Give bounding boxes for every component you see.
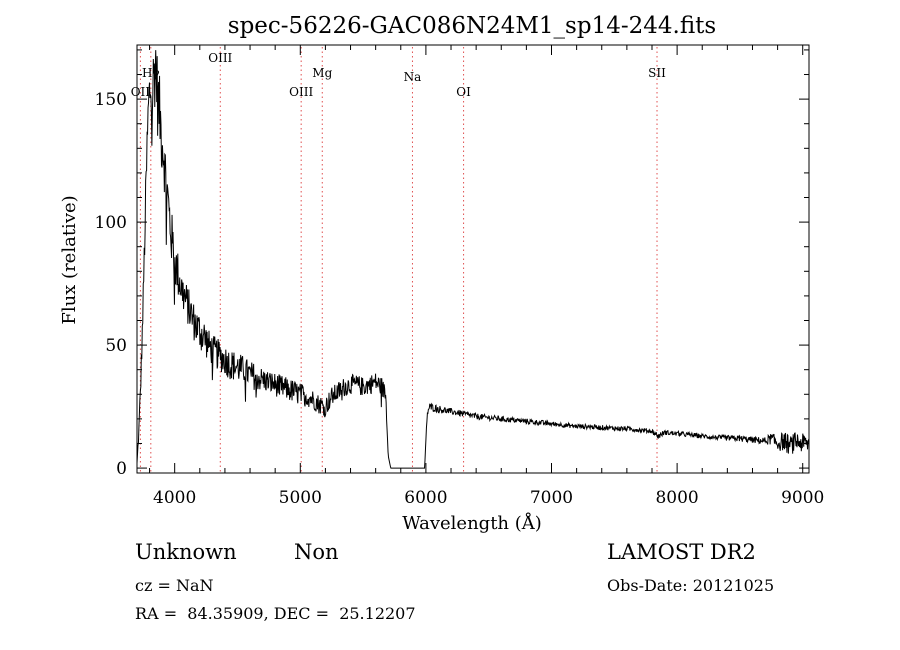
y-tick-label: 150 xyxy=(95,90,127,110)
plot-frame xyxy=(136,44,810,474)
x-axis-label: Wavelength (Å) xyxy=(402,512,542,534)
line-marker-label: SII xyxy=(648,66,666,80)
line-marker-label: OIII xyxy=(208,51,232,65)
spectrum-series xyxy=(136,50,810,469)
chart-title: spec-56226-GAC086N24M1_sp14-244.fits xyxy=(228,13,716,39)
axis-ticks xyxy=(137,45,809,473)
line-marker-label: Na xyxy=(404,70,422,84)
spectral-class: Unknown xyxy=(135,540,237,564)
y-tick-label: 0 xyxy=(116,459,127,479)
axis-tick-labels: 4000 5000 6000 7000 8000 9000 0 50 100 150 xyxy=(95,90,825,508)
y-tick-label: 100 xyxy=(95,213,127,233)
line-marker-label: OII xyxy=(131,85,151,99)
x-tick-label: 7000 xyxy=(530,488,573,508)
line-marker-label: OI xyxy=(456,85,471,99)
x-tick-label: 5000 xyxy=(279,488,322,508)
spectrum-line xyxy=(136,50,810,469)
line-marker-label: Mg xyxy=(312,66,332,80)
x-tick-label: 4000 xyxy=(153,488,196,508)
x-tick-label: 6000 xyxy=(404,488,447,508)
y-tick-label: 50 xyxy=(105,336,127,356)
x-tick-label: 9000 xyxy=(781,488,824,508)
spectral-subclass: Non xyxy=(294,540,339,564)
redshift-readout: cz = NaN xyxy=(135,576,214,595)
survey-name: LAMOST DR2 xyxy=(607,540,756,564)
y-axis-label: Flux (relative) xyxy=(59,195,80,324)
line-marker-label: OIII xyxy=(289,85,313,99)
coordinates-readout: RA = 84.35909, DEC = 25.12207 xyxy=(135,604,416,623)
x-tick-label: 8000 xyxy=(655,488,698,508)
observation-date: Obs-Date: 20121025 xyxy=(607,576,775,595)
